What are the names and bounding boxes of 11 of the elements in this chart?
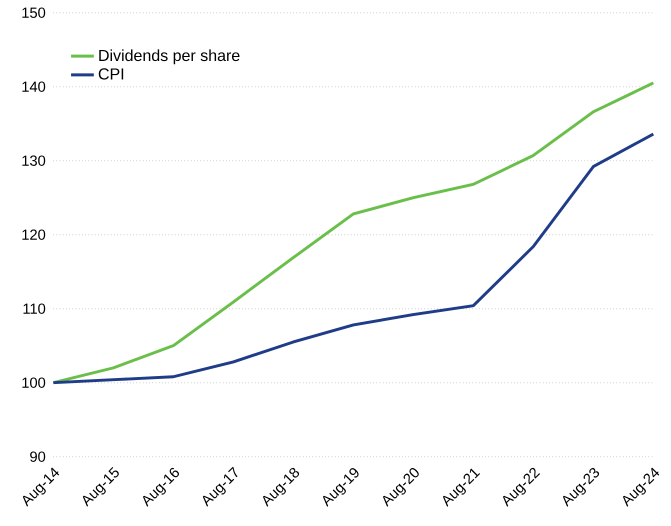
line-series <box>52 132 655 384</box>
y-tick-label: 120 <box>22 229 46 240</box>
y-tick-label: 110 <box>24 303 46 314</box>
line-series <box>52 82 655 384</box>
legend-label: Dividends per share <box>99 49 240 64</box>
y-tick-label: 140 <box>22 81 46 92</box>
y-tick-label: 90 <box>30 451 46 462</box>
y-tick-label: 150 <box>22 7 46 18</box>
legend-label: CPI <box>98 68 124 80</box>
y-tick-label: 130 <box>22 155 46 166</box>
y-tick-label: 100 <box>22 377 46 388</box>
